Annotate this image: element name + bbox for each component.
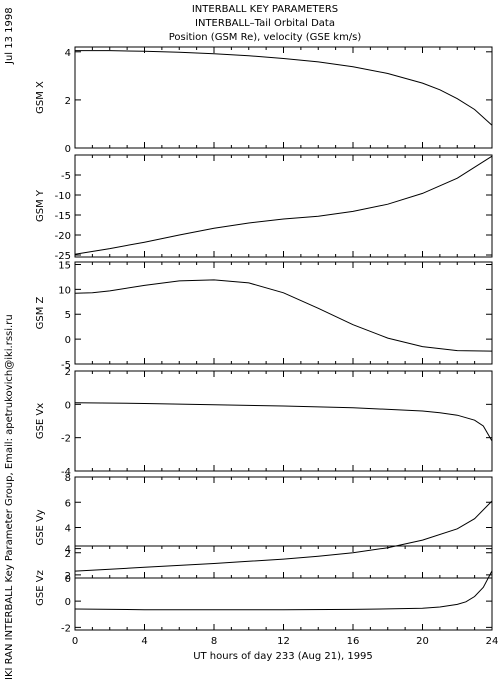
y-axis-label: GSE Vz <box>35 570 46 606</box>
x-tick-label: 24 <box>486 636 499 647</box>
y-tick-label: 2 <box>65 549 71 560</box>
series-line-gse-vz <box>74 570 493 611</box>
x-tick-label: 16 <box>347 636 360 647</box>
y-tick-label: 4 <box>65 48 71 59</box>
y-tick-label: 0 <box>65 400 71 411</box>
x-axis-label: UT hours of day 233 (Aug 21), 1995 <box>193 651 373 662</box>
panel-gse-vx: -4 -2 0 2 GSE Vx <box>35 367 493 478</box>
x-tick-label: 4 <box>141 636 147 647</box>
panel-frame <box>74 476 493 579</box>
y-tick-label: 8 <box>65 473 71 484</box>
series-line-gsm-z <box>74 279 493 352</box>
y-tick-label: 4 <box>65 524 71 535</box>
y-tick-label: 15 <box>58 260 71 271</box>
y-axis-label: GSE Vx <box>35 403 46 439</box>
x-tick-label: 20 <box>416 636 429 647</box>
y-tick-label: 0 <box>65 597 71 608</box>
title-line-3: Position (GSM Re), velocity (GSE km/s) <box>169 32 362 43</box>
credit-text: IKI RAN INTERBALL Key Parameter Group, E… <box>4 314 15 680</box>
y-axis-label: GSM Y <box>35 189 46 222</box>
y-tick-label: -5 <box>61 171 71 182</box>
y-tick-label: -15 <box>55 211 71 222</box>
y-axis-label: GSM Z <box>35 296 46 329</box>
y-tick-label: -10 <box>55 191 71 202</box>
panel-gsm-y: -25 -20 -15 -10 -5 GSM Y <box>35 154 493 262</box>
x-tick-label: 0 <box>72 636 78 647</box>
title-line-1: INTERBALL KEY PARAMETERS <box>192 4 338 15</box>
y-axis-label: GSE Vy <box>35 509 46 545</box>
title-line-2: INTERBALL–Tail Orbital Data <box>195 18 335 29</box>
y-tick-label: 0 <box>65 144 71 155</box>
y-tick-label: 2 <box>65 96 71 107</box>
y-tick-label: 6 <box>65 498 71 509</box>
series-line-gsm-y <box>74 155 493 255</box>
y-tick-label: 2 <box>65 367 71 378</box>
date-stamp: Jul 13 1998 <box>4 7 15 65</box>
y-tick-label: 0 <box>65 574 71 585</box>
series-line-gse-vx <box>74 402 493 442</box>
y-axis-label: GSM X <box>35 81 46 114</box>
y-tick-label: 4 <box>65 545 71 556</box>
panel-gsm-z: -5 0 5 10 15 GSM Z <box>35 260 493 371</box>
panel-frame <box>74 46 493 149</box>
y-tick-label: 10 <box>58 285 71 296</box>
series-line-gsm-x <box>75 50 493 126</box>
y-tick-label: -4 <box>61 467 71 478</box>
panel-gsm-x: 0 2 4 GSM X <box>35 46 493 155</box>
y-tick-label: 5 <box>65 310 71 321</box>
y-tick-label: -25 <box>55 251 71 262</box>
y-tick-label: -2 <box>61 434 71 445</box>
x-tick-label: 8 <box>211 636 217 647</box>
panel-frame <box>74 261 493 365</box>
panel-frame <box>74 370 493 472</box>
y-tick-label: 2 <box>65 571 71 582</box>
x-tick-label: 12 <box>277 636 290 647</box>
panel-frame <box>74 154 493 258</box>
y-tick-label: 0 <box>65 335 71 346</box>
y-tick-label: -2 <box>61 623 71 634</box>
y-tick-label: -5 <box>61 360 71 371</box>
series-line-gse-vy <box>74 500 493 572</box>
y-tick-label: -20 <box>55 231 71 242</box>
